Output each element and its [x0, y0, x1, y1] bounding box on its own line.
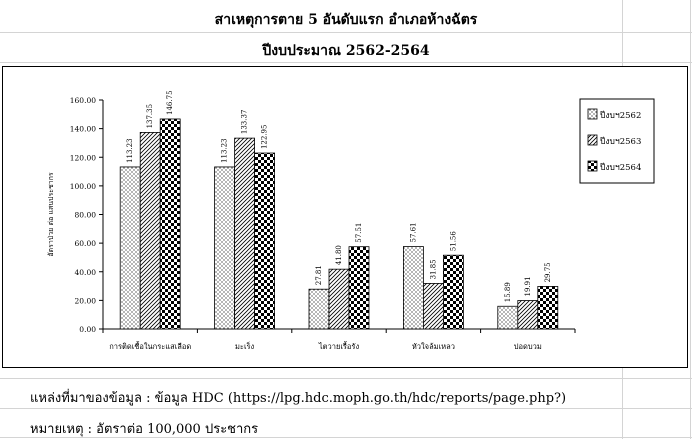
sheet-subtitle: ปีงบประมาณ 2562-2564: [262, 43, 430, 59]
data-label: 122.95: [261, 125, 269, 149]
sheet-gridline: [0, 378, 692, 379]
y-tick-label: 120.00: [70, 153, 96, 162]
x-tick-label: ปอดบวม: [514, 342, 542, 351]
data-label: 133.37: [241, 110, 249, 135]
legend-label: ปีงบฯ2563: [600, 136, 642, 147]
y-tick-label: 20.00: [75, 296, 97, 305]
remark-note: หมายเหตุ : อัตราต่อ 100,000 ประชากร: [30, 422, 259, 437]
y-tick-label: 80.00: [75, 211, 97, 220]
legend-label: ปีงบฯ2562: [600, 110, 642, 121]
legend-swatch: [587, 160, 598, 172]
data-label: 113.23: [221, 138, 229, 163]
legend-swatch: [587, 108, 598, 120]
bar-chart: 0.00 20.00 40.00 60.00 80.00 100.00 120.00 140.…: [47, 90, 655, 351]
data-label: 113.23: [126, 138, 134, 163]
bar: [119, 166, 141, 330]
sheet-title: สาเหตุการตาย 5 อันดับแรก อำเภอห้างฉัตร: [214, 12, 478, 28]
data-label: 57.51: [355, 223, 363, 243]
data-label: 146.75: [166, 90, 174, 115]
legend-swatch: [587, 134, 598, 146]
chart-area[interactable]: 0.00 20.00 40.00 60.00 80.00 100.00 120.00 140.…: [2, 66, 688, 368]
legend-label: ปีงบฯ2564: [600, 162, 642, 173]
bar: [254, 152, 276, 330]
data-label: 19.91: [524, 276, 532, 296]
data-label: 51.56: [449, 231, 457, 252]
y-tick-label: 60.00: [75, 239, 97, 248]
data-label: 57.61: [409, 222, 417, 242]
sheet-gridline: [690, 0, 691, 439]
bar: [497, 305, 519, 330]
bar: [139, 132, 161, 330]
sheet-gridline: [0, 408, 692, 409]
y-axis-label: อัตราป่วย ต่อ แสนประชากร: [47, 172, 55, 257]
y-tick-label: 100.00: [70, 182, 96, 191]
bar: [308, 288, 330, 330]
x-tick-label: มะเร็ง: [235, 341, 255, 351]
source-note: แหล่งที่มาของข้อมูล : ข้อมูล HDC (https:…: [30, 391, 567, 406]
bar: [402, 246, 424, 330]
sheet-gridline: [0, 437, 692, 438]
data-label: 27.81: [315, 265, 323, 285]
y-tick-label: 140.00: [70, 125, 96, 134]
data-label: 137.35: [146, 104, 154, 129]
data-label: 29.75: [544, 262, 552, 282]
x-tick-label: การติดเชื้อในกระแสเลือด: [109, 341, 191, 351]
bar: [348, 246, 370, 330]
bar: [214, 166, 236, 330]
sheet-gridline: [0, 32, 692, 33]
y-tick-label: 0.00: [79, 325, 96, 334]
bar: [517, 300, 539, 330]
bar: [159, 118, 181, 330]
x-tick-label: ไตวายเรื้อรัง: [318, 341, 360, 351]
y-tick-label: 40.00: [75, 268, 97, 277]
data-label: 41.80: [335, 245, 343, 265]
data-label: 31.85: [429, 259, 437, 279]
bar: [537, 286, 559, 330]
x-tick-label: หัวใจล้มเหลว: [412, 342, 455, 351]
bar: [422, 283, 444, 330]
sheet-gridline: [0, 62, 692, 63]
bar: [328, 268, 350, 330]
bar: [234, 137, 256, 330]
data-label: 15.89: [504, 282, 512, 302]
bar: [442, 254, 464, 330]
y-tick-label: 160.00: [70, 96, 96, 105]
